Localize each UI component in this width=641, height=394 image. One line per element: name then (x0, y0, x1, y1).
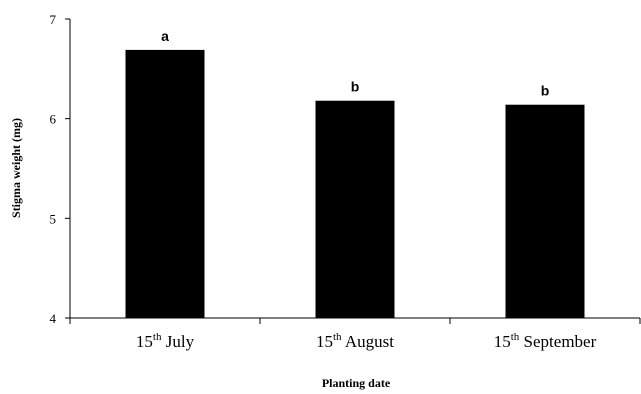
category-label-month: September (519, 332, 596, 351)
category-label-day: 15 (136, 332, 153, 351)
bar (505, 104, 585, 318)
y-tick-label: 6 (50, 112, 57, 127)
bar-significance-label: b (541, 83, 550, 99)
bar (125, 49, 205, 318)
category-label-suffix: th (153, 331, 162, 343)
category-label: 15th August (316, 331, 394, 351)
category-label-month: July (161, 332, 194, 351)
bars (125, 49, 585, 318)
x-ticks (69, 318, 641, 324)
category-label: 15th September (494, 331, 597, 351)
y-axis-title: Stigma weight (mg) (9, 118, 23, 218)
category-label-day: 15 (494, 332, 511, 351)
bar-significance-labels: a b b (161, 28, 549, 99)
y-tick-label: 7 (50, 12, 57, 27)
category-label-suffix: th (511, 331, 520, 343)
bar-significance-label: b (351, 79, 360, 95)
bar-significance-label: a (161, 28, 169, 44)
category-label: 15th July (136, 331, 195, 351)
y-ticks: 4 5 6 7 (50, 12, 70, 326)
category-label-month: August (342, 332, 395, 351)
category-labels: 15th July 15th August 15th September (136, 331, 597, 351)
category-label-day: 15 (316, 332, 333, 351)
y-tick-label: 4 (50, 311, 57, 326)
bar (315, 100, 395, 318)
y-tick-label: 5 (50, 211, 57, 226)
category-label-suffix: th (333, 331, 342, 343)
x-axis-title: Planting date (322, 376, 391, 390)
